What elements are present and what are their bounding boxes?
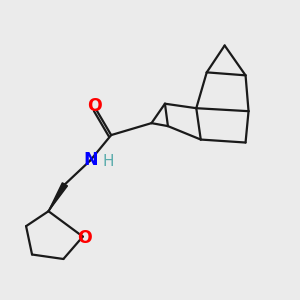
Text: N: N [83, 152, 98, 169]
Text: O: O [77, 229, 92, 247]
Text: O: O [87, 97, 102, 115]
Polygon shape [49, 183, 68, 211]
Text: H: H [102, 154, 114, 169]
